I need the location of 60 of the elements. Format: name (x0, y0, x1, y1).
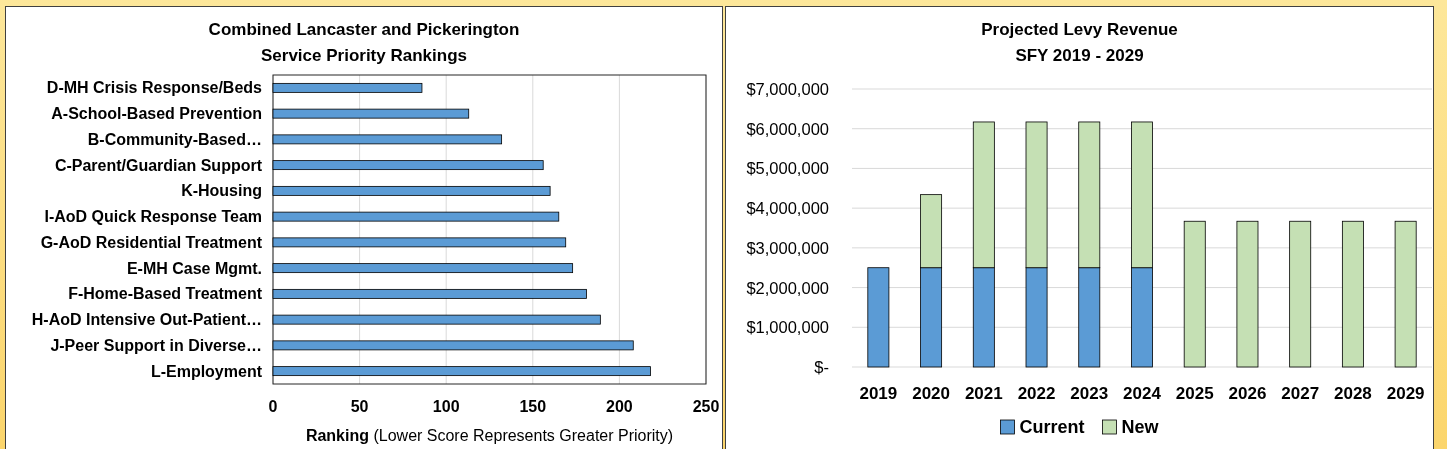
bar (272, 134, 503, 145)
x-tick-label: 2026 (1228, 383, 1267, 403)
x-tick-label: 150 (519, 397, 547, 415)
bar (1236, 220, 1259, 368)
bar (272, 263, 574, 274)
y-tick-label: I-AoD Quick Response Team (44, 208, 262, 226)
y-tick-label: $- (814, 358, 829, 376)
x-tick-label: 2019 (859, 383, 898, 403)
y-tick-label: G-AoD Residential Treatment (40, 233, 263, 251)
bar (272, 366, 651, 377)
bar (272, 211, 560, 222)
y-tick-label: A-School-Based Prevention (51, 105, 262, 123)
bar (272, 314, 601, 325)
x-tick-label: 0 (268, 397, 278, 415)
x-tick-label: 2029 (1386, 383, 1425, 403)
bar (272, 185, 551, 196)
y-tick-label: J-Peer Support in Diverse… (50, 336, 262, 354)
chart-title: Combined Lancaster and Pickerington Service Priority Rankings (208, 19, 520, 65)
bar (272, 340, 634, 351)
x-axis-title: Ranking (Lower Score Represents Greater Priority) (305, 426, 674, 444)
x-tick-label: 2020 (912, 383, 950, 403)
chart-title: Projected Levy Revenue SFY 2019 - 2029 (981, 19, 1178, 65)
x-tick-label: 2023 (1070, 383, 1109, 403)
legend-label: Current (1019, 417, 1085, 437)
y-tick-label: L-Employment (150, 362, 263, 380)
x-tick-label: 2022 (1017, 383, 1056, 403)
x-tick-label: 2021 (964, 383, 1003, 403)
legend-label: New (1121, 417, 1160, 437)
y-tick-label: D-MH Crisis Response/Beds (46, 79, 263, 97)
bar (272, 108, 470, 119)
y-tick-label: $4,000,000 (746, 199, 829, 218)
x-tick-label: 2025 (1175, 383, 1214, 403)
y-tick-label: $3,000,000 (746, 238, 829, 257)
y-tick-label: $7,000,000 (746, 80, 829, 98)
y-tick-label: $2,000,000 (746, 278, 829, 297)
y-tick-label: F-Home-Based Treatment (68, 285, 263, 303)
y-tick-label: E-MH Case Mgmt. (126, 259, 262, 277)
y-tick-label: $1,000,000 (746, 318, 829, 337)
x-tick-label: 100 (432, 397, 460, 415)
x-tick-label: 200 (606, 397, 633, 415)
x-tick-label: 2027 (1281, 383, 1320, 403)
bar (1289, 220, 1312, 368)
x-tick-label: 2024 (1123, 383, 1162, 403)
bar (867, 267, 890, 368)
y-tick-label: $5,000,000 (746, 159, 829, 178)
bar (1183, 220, 1206, 368)
bar (272, 160, 544, 171)
y-tick-label: B-Community-Based… (87, 130, 262, 148)
y-tick-label: $6,000,000 (746, 119, 829, 138)
x-tick-label: 250 (692, 397, 720, 415)
y-tick-label: K-Housing (181, 182, 262, 200)
bar (1341, 220, 1364, 368)
bar (272, 237, 567, 248)
bar (272, 288, 587, 299)
x-tick-label: 2028 (1333, 383, 1372, 403)
y-tick-label: H-AoD Intensive Out-Patient… (31, 311, 262, 329)
bar (1394, 220, 1417, 368)
bar (272, 82, 423, 93)
y-tick-label: C-Parent/Guardian Support (54, 156, 263, 174)
x-tick-label: 50 (350, 397, 369, 415)
